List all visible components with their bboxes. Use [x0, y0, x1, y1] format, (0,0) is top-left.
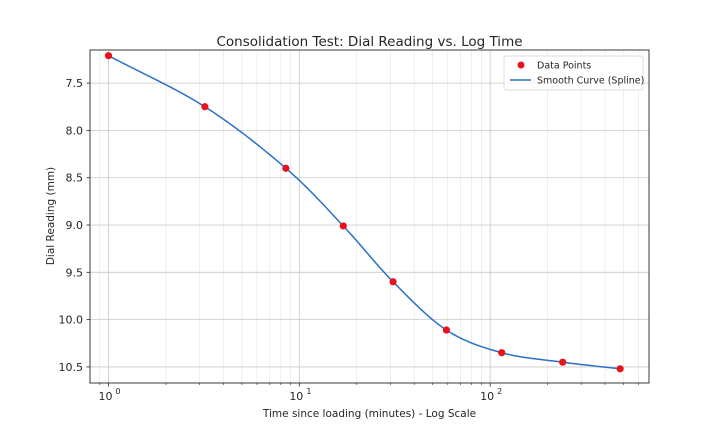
y-tick-label: 7.5: [66, 77, 84, 90]
data-point: [442, 326, 451, 334]
data-point: [559, 358, 567, 366]
x-tick-exponent: 2: [497, 387, 502, 396]
legend-marker-data-points: [517, 61, 525, 69]
axes-frame: [89, 49, 650, 384]
x-tick-label: 10: [98, 390, 112, 403]
y-tick-label: 10.5: [59, 361, 84, 374]
legend-label-spline: Smooth Curve (Spline): [537, 76, 644, 87]
y-tick-label: 8.5: [66, 172, 84, 185]
legend-label-data-points: Data Points: [537, 61, 591, 72]
y-tick-label: 9.5: [66, 266, 84, 279]
x-tick-label: 10: [289, 390, 303, 403]
data-point: [389, 278, 397, 286]
spline-curve: [108, 55, 621, 370]
legend: Data Points Smooth Curve (Spline): [503, 55, 644, 91]
ticks: 10 0 10 1 10 27.58.08.59.09.510.010.5: [59, 77, 639, 403]
y-axis-label: Dial Reading (mm): [45, 167, 57, 265]
data-point: [498, 349, 506, 357]
x-axis-label: Time since loading (minutes) - Log Scale: [262, 408, 476, 420]
legend-box: [503, 55, 644, 91]
data-point: [282, 164, 290, 172]
x-tick-label: 10: [480, 390, 494, 403]
data-point: [616, 365, 624, 373]
chart-title: Consolidation Test: Dial Reading vs. Log…: [216, 34, 522, 50]
y-tick-label: 10.0: [59, 314, 84, 327]
plot-area: [104, 52, 624, 373]
grid: [90, 50, 649, 383]
data-point: [104, 52, 113, 60]
y-tick-label: 9.0: [66, 219, 84, 232]
x-tick-exponent: 1: [306, 387, 311, 396]
x-tick-exponent: 0: [115, 387, 120, 396]
data-point: [201, 103, 209, 111]
data-point: [339, 222, 347, 230]
y-tick-label: 8.0: [66, 124, 84, 137]
